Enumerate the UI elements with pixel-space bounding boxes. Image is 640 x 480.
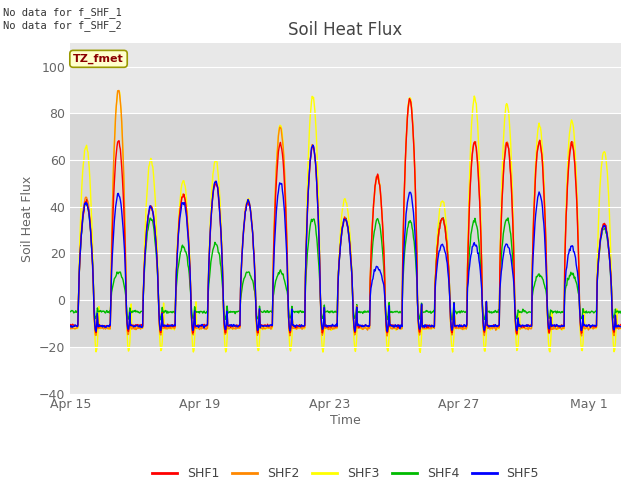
X-axis label: Time: Time [330,414,361,427]
Text: No data for f_SHF_1
No data for f_SHF_2: No data for f_SHF_1 No data for f_SHF_2 [3,7,122,31]
Y-axis label: Soil Heat Flux: Soil Heat Flux [20,175,34,262]
Legend: SHF1, SHF2, SHF3, SHF4, SHF5: SHF1, SHF2, SHF3, SHF4, SHF5 [147,462,544,480]
Title: Soil Heat Flux: Soil Heat Flux [289,21,403,39]
Text: TZ_fmet: TZ_fmet [73,54,124,64]
Bar [70,113,621,347]
